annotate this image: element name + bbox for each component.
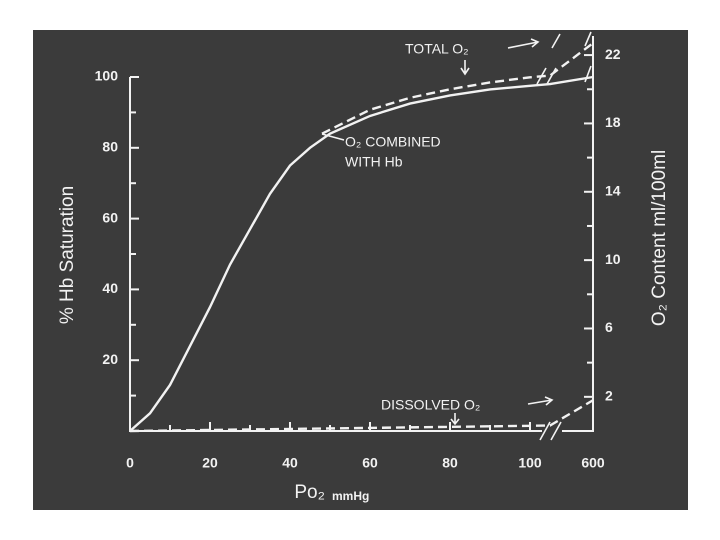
y-tick-label: 40	[102, 280, 118, 296]
annotation-arrow	[450, 396, 554, 426]
annotation-arrow	[321, 133, 345, 141]
annotation: O₂ COMBINED	[345, 134, 441, 150]
y-tick-label: 20	[102, 351, 118, 367]
y2-tick-label: 14	[605, 182, 621, 198]
data-line	[129, 75, 594, 432]
annotation: WITH Hb	[345, 154, 403, 170]
y2-tick-label: 2	[605, 388, 613, 404]
annotation: DISSOLVED O₂	[381, 397, 480, 413]
annotation-arrow	[460, 38, 540, 76]
y2-tick-label: 18	[605, 114, 621, 130]
x-tick-label: 60	[362, 455, 378, 471]
y-tick-label: 100	[95, 68, 119, 84]
x-tick-label: 40	[282, 455, 298, 471]
y2-axis-label: O₂ Content ml/100ml	[649, 150, 670, 326]
y2-tick-label: 6	[605, 319, 613, 335]
annotation: TOTAL O₂	[405, 41, 469, 57]
x-tick-label: 600	[581, 455, 605, 471]
x-tick-label: 20	[202, 455, 218, 471]
x-tick-label: 100	[518, 455, 542, 471]
y-tick-label: 80	[102, 139, 118, 155]
y2-tick-label: 10	[605, 251, 621, 267]
y2-tick-label: 22	[605, 46, 621, 62]
data-line	[321, 42, 594, 135]
x-tick-label: 80	[442, 455, 458, 471]
y-tick-label: 60	[102, 209, 118, 225]
axis-break	[539, 421, 562, 441]
x-axis-unit: mmHg	[332, 489, 369, 503]
data-line	[129, 399, 594, 433]
slide-background	[33, 30, 688, 510]
y-axis-label: % Hb Saturation	[57, 186, 78, 324]
x-tick-label: 0	[126, 455, 134, 471]
x-axis-label: Po₂	[294, 482, 325, 503]
